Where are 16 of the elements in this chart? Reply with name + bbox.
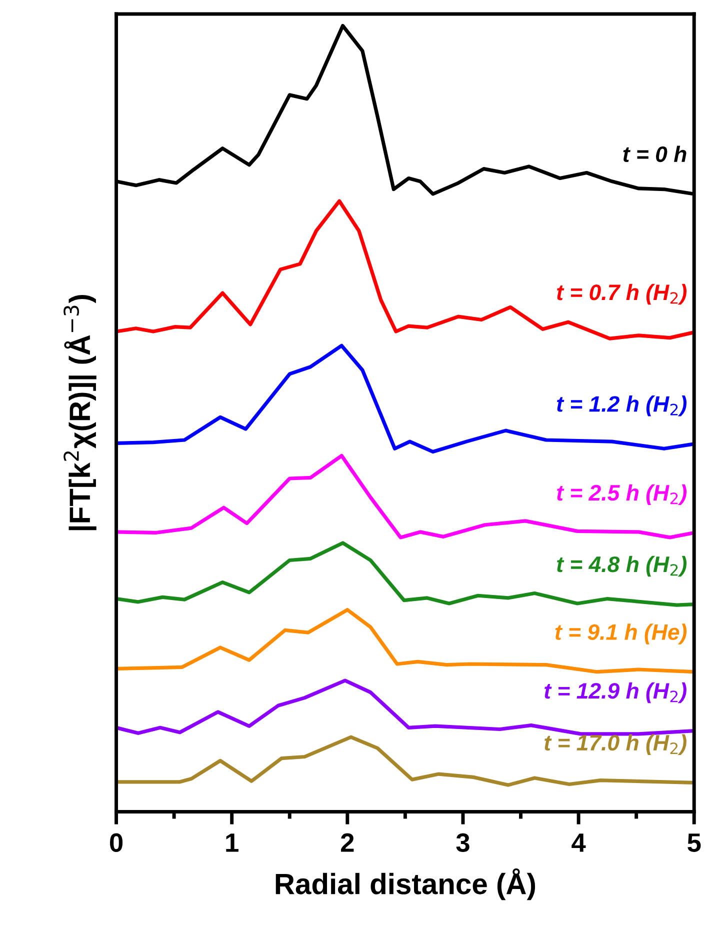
y-axis-title: |FT[k$^{2}$χ(R)]| (Å$^{−3}$) [64,295,96,530]
x-tick-label: 3 [456,833,470,852]
series-label: t = 0 h [623,146,686,162]
series-label: t = 4.8 h (H$_{2}$) [557,556,687,577]
x-tick-label: 5 [688,834,701,852]
x-tick-label: 2 [340,833,354,852]
series-label: t = 0.7 h (H$_{2}$) [557,284,687,305]
series-label: t = 17.0 h (H$_{2}$) [544,734,686,756]
x-tick-label: 4 [572,834,586,852]
series-label: t = 9.1 h (He) [555,624,687,644]
x-axis-title: Radial distance (Å) [276,868,536,900]
x-tick-label: 0 [110,833,123,852]
series-label: t = 2.5 h (H$_{2}$) [557,484,687,506]
series-label: t = 1.2 h (H$_{2}$) [557,396,687,416]
x-tick-label: 1 [226,834,238,852]
series-label: t = 12.9 h (H$_{2}$) [544,682,686,704]
